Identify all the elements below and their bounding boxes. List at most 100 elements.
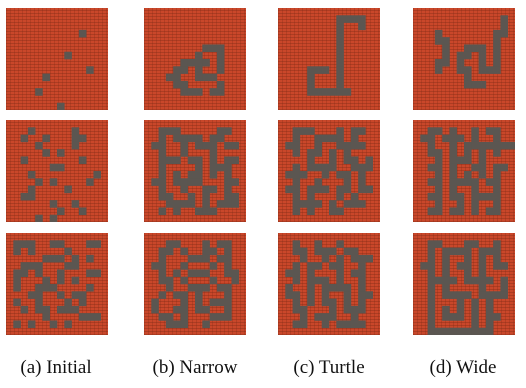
wall-tile bbox=[478, 44, 487, 53]
wall-tile bbox=[485, 141, 494, 150]
wall-tile bbox=[285, 269, 293, 278]
wall-tile bbox=[307, 88, 315, 96]
wall-tile bbox=[158, 254, 167, 263]
wall-tile bbox=[78, 156, 87, 165]
wall-tile bbox=[350, 269, 359, 278]
wall-tile bbox=[209, 163, 218, 172]
wall-tile bbox=[420, 134, 428, 143]
wall-tile bbox=[13, 276, 21, 285]
wall-tile bbox=[93, 313, 102, 321]
wall-tile bbox=[464, 327, 472, 335]
wall-tile bbox=[35, 141, 43, 150]
wall-tile bbox=[507, 141, 515, 150]
wall-tile bbox=[350, 305, 359, 314]
wall-tile bbox=[427, 313, 436, 321]
wall-tile bbox=[493, 313, 501, 321]
wall-tile bbox=[13, 320, 21, 329]
wall-tile bbox=[216, 80, 225, 89]
wall-tile bbox=[478, 327, 487, 335]
wall-tile bbox=[195, 156, 203, 165]
wall-tile bbox=[485, 313, 494, 321]
wall-tile bbox=[202, 254, 210, 263]
wall-tile bbox=[478, 269, 487, 278]
wall-tile bbox=[336, 59, 344, 67]
wall-tile bbox=[180, 88, 189, 96]
wall-tile bbox=[336, 15, 344, 23]
wall-tile bbox=[427, 298, 436, 307]
wall-tile bbox=[13, 247, 21, 256]
wall-tile bbox=[231, 276, 240, 285]
wall-tile bbox=[350, 247, 359, 256]
wall-tile bbox=[224, 141, 232, 150]
wall-tile bbox=[71, 262, 80, 270]
wall-tile bbox=[336, 80, 344, 89]
wall-tile bbox=[187, 284, 196, 292]
wall-tile bbox=[493, 51, 501, 60]
wall-tile bbox=[471, 240, 479, 248]
wall-tile bbox=[343, 178, 352, 186]
wall-tile bbox=[449, 185, 458, 194]
wall-tile bbox=[420, 262, 428, 270]
wall-tile bbox=[195, 88, 203, 96]
wall-tile bbox=[216, 240, 225, 248]
wall-tile bbox=[13, 240, 21, 248]
wall-tile bbox=[442, 59, 450, 67]
wall-tile bbox=[471, 192, 479, 201]
wall-tile bbox=[307, 276, 315, 285]
wall-tile bbox=[20, 134, 29, 143]
wall-tile bbox=[71, 254, 80, 263]
wall-tile bbox=[49, 163, 58, 172]
wall-tile bbox=[78, 313, 87, 321]
wall-tile bbox=[358, 22, 366, 31]
wall-tile bbox=[42, 73, 51, 82]
wall-tile bbox=[292, 141, 301, 150]
level-map-walls bbox=[420, 240, 509, 335]
wall-tile bbox=[336, 22, 344, 31]
wall-tile bbox=[358, 15, 366, 23]
wall-tile bbox=[336, 88, 344, 96]
wall-tile bbox=[485, 207, 494, 216]
wall-tile bbox=[456, 291, 465, 299]
wall-tile bbox=[434, 240, 443, 248]
wall-tile bbox=[224, 305, 232, 314]
wall-tile bbox=[285, 284, 293, 292]
wall-tile bbox=[195, 207, 203, 216]
wall-tile bbox=[86, 254, 94, 263]
wall-tile bbox=[434, 149, 443, 157]
wall-tile bbox=[442, 291, 450, 299]
wall-tile bbox=[456, 313, 465, 321]
wall-tile bbox=[307, 73, 315, 82]
wall-tile bbox=[209, 44, 218, 53]
level-map-walls bbox=[434, 15, 509, 89]
level-map-walls bbox=[165, 44, 225, 96]
wall-tile bbox=[456, 298, 465, 307]
wall-tile bbox=[158, 185, 167, 194]
level-map-3-2 bbox=[413, 233, 515, 335]
wall-tile bbox=[336, 269, 344, 278]
wall-tile bbox=[427, 305, 436, 314]
wall-tile bbox=[427, 276, 436, 285]
wall-tile bbox=[493, 185, 501, 194]
wall-tile bbox=[336, 240, 344, 248]
wall-tile bbox=[195, 171, 203, 179]
wall-tile bbox=[434, 185, 443, 194]
wall-tile bbox=[209, 73, 218, 82]
wall-tile bbox=[464, 51, 472, 60]
wall-tile bbox=[292, 305, 301, 314]
wall-tile bbox=[485, 327, 494, 335]
wall-tile bbox=[336, 44, 344, 53]
wall-tile bbox=[195, 134, 203, 143]
wall-tile bbox=[180, 320, 189, 329]
wall-tile bbox=[434, 156, 443, 165]
wall-tile bbox=[449, 327, 458, 335]
wall-tile bbox=[42, 254, 51, 263]
wall-tile bbox=[464, 240, 472, 248]
wall-tile bbox=[195, 163, 203, 172]
wall-tile bbox=[292, 240, 301, 248]
wall-tile bbox=[71, 127, 80, 135]
wall-tile bbox=[187, 269, 196, 278]
wall-tile bbox=[471, 327, 479, 335]
wall-tile bbox=[350, 313, 359, 321]
wall-tile bbox=[307, 200, 315, 208]
wall-tile bbox=[224, 185, 232, 194]
